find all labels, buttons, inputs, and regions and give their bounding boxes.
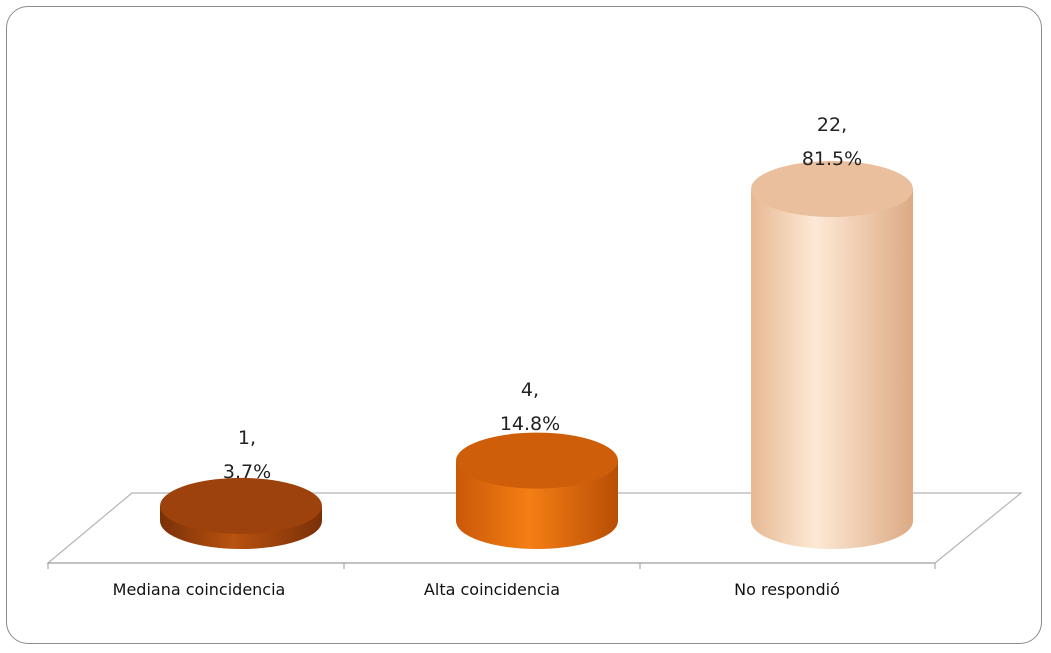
category-label: Alta coincidencia [424,580,560,599]
data-label-count: 22, [817,114,847,136]
category-label: No respondió [734,580,840,599]
bar-1-top [160,477,322,534]
data-label-count: 1, [238,427,256,449]
data-label-percent: 3.7% [223,461,271,483]
bar-2-top [456,432,618,489]
category-label: Mediana coincidencia [113,580,286,599]
bar-3-top [751,161,913,217]
bar-3-body [751,189,913,549]
data-label-percent: 81.5% [802,148,862,170]
data-label-count: 4, [521,379,539,401]
data-label-percent: 14.8% [500,413,560,435]
